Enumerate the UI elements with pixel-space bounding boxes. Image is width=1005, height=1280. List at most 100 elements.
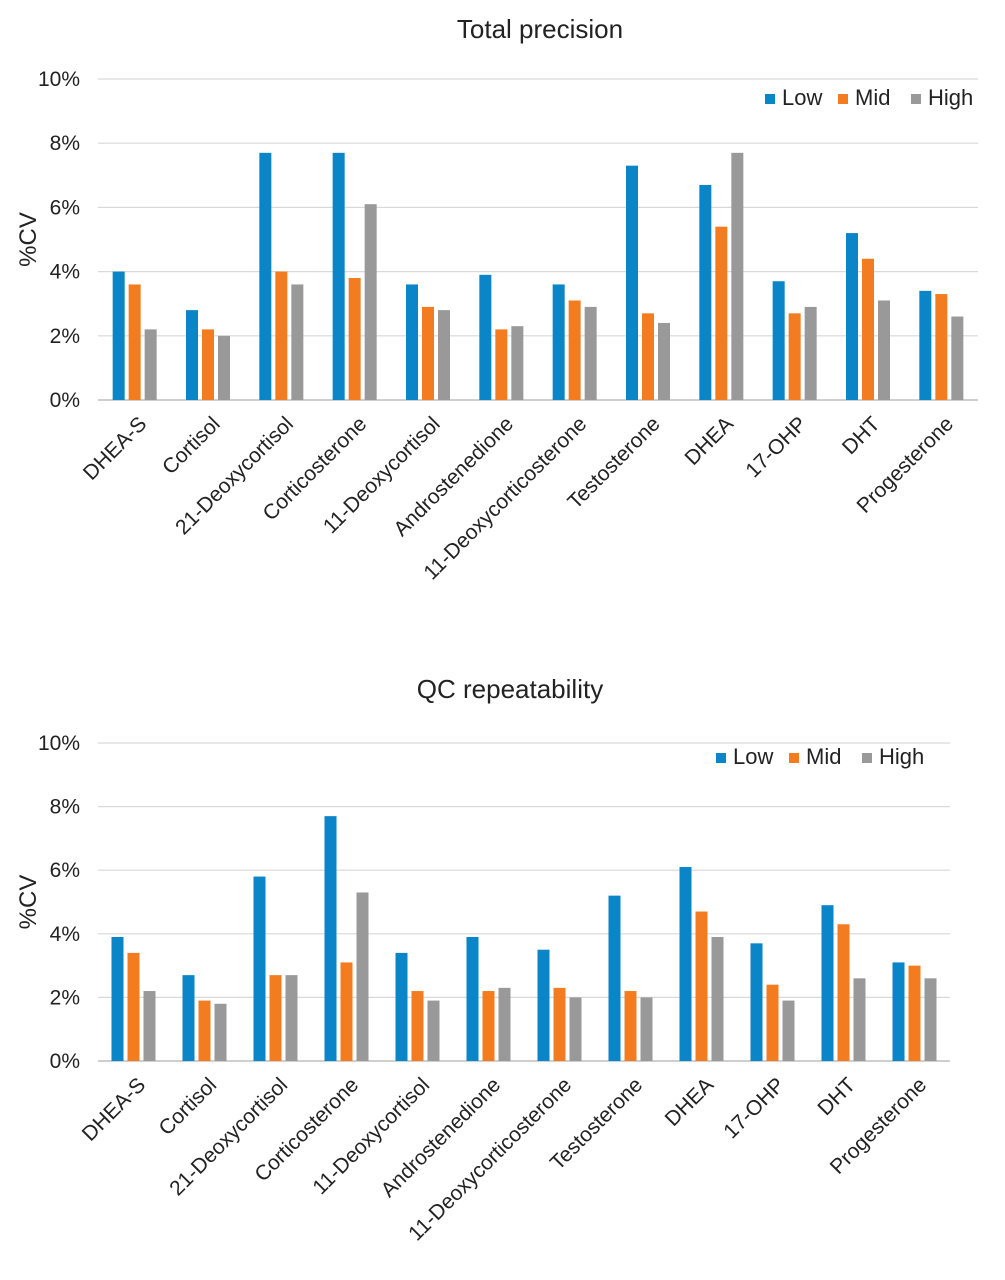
y-tick-label: 4% xyxy=(50,261,80,284)
legend: Low Mid High xyxy=(765,85,973,110)
bar-high-corticosterone xyxy=(356,892,369,1061)
legend-swatch-mid xyxy=(838,94,848,104)
bar-mid-11-deoxycorticosterone xyxy=(553,987,566,1061)
x-tick-label: 17-OHP xyxy=(741,412,811,482)
y-axis-label: %CV xyxy=(15,875,42,930)
bar-high-dhea-s xyxy=(144,329,157,400)
bar-low-testosterone xyxy=(608,895,621,1061)
bar-low-androstenedione xyxy=(479,274,492,400)
legend-label: Mid xyxy=(855,85,890,110)
bar-low-11-deoxycortisol xyxy=(395,952,408,1061)
bar-high-testosterone xyxy=(640,997,653,1061)
x-tick-label: 17-OHP xyxy=(719,1073,789,1143)
bar-low-11-deoxycortisol xyxy=(406,284,418,400)
bar-low-dhea-s xyxy=(112,271,125,400)
bar-mid-corticosterone xyxy=(348,278,361,400)
bar-mid-cortisol xyxy=(198,1000,211,1061)
x-tick-label: DHEA xyxy=(680,412,738,470)
bar-high-dhea xyxy=(731,152,744,400)
bar-mid-dhea-s xyxy=(127,952,140,1061)
bar-high-11-deoxycortisol xyxy=(438,310,450,400)
bar-mid-dhea-s xyxy=(128,284,141,400)
y-axis-label: %CV xyxy=(15,212,42,267)
x-tick-label: DHEA-S xyxy=(78,1073,150,1145)
legend-label: High xyxy=(928,85,973,110)
legend-label: Mid xyxy=(806,744,841,769)
bar-high-testosterone xyxy=(658,322,670,400)
bar-low-cortisol xyxy=(182,975,195,1061)
legend-label: Low xyxy=(733,744,773,769)
bar-low-androstenedione xyxy=(466,936,479,1061)
bar-high-androstenedione xyxy=(511,326,524,400)
bar-low-progesterone xyxy=(892,962,905,1061)
legend-swatch-high xyxy=(862,753,872,763)
x-tick-label: 21-Deoxycortisol xyxy=(165,1073,292,1200)
bar-low-17-ohp xyxy=(772,281,785,400)
bar-mid-corticosterone xyxy=(340,962,353,1061)
bar-high-progesterone xyxy=(924,978,937,1061)
bar-high-dht xyxy=(853,978,866,1061)
bar-high-21-deoxycortisol xyxy=(285,975,298,1061)
bar-low-cortisol xyxy=(186,310,198,400)
bar-high-androstenedione xyxy=(498,987,511,1061)
bar-high-11-deoxycortisol xyxy=(427,1000,440,1061)
bar-mid-21-deoxycortisol xyxy=(275,271,288,400)
bar-mid-17-ohp xyxy=(766,984,779,1061)
y-tick-label: 10% xyxy=(38,732,80,755)
bar-mid-progesterone xyxy=(908,965,921,1061)
legend-swatch-low xyxy=(765,94,775,104)
y-tick-label: 10% xyxy=(38,68,80,91)
legend-swatch-high xyxy=(911,94,921,104)
x-tick-label: Cortisol xyxy=(158,412,225,479)
bar-low-corticosterone xyxy=(324,816,337,1061)
bar-low-21-deoxycortisol xyxy=(253,876,266,1061)
x-tick-label: DHT xyxy=(838,412,885,459)
y-tick-label: 0% xyxy=(50,1050,80,1073)
bar-low-dhea-s xyxy=(111,936,124,1061)
y-tick-label: 6% xyxy=(50,859,80,882)
bar-mid-dhea xyxy=(715,226,728,400)
bar-low-17-ohp xyxy=(750,943,763,1061)
bar-mid-11-deoxycortisol xyxy=(422,306,434,400)
bar-high-cortisol xyxy=(214,1003,227,1061)
bar-low-testosterone xyxy=(626,165,638,400)
legend-label: Low xyxy=(782,85,822,110)
bar-mid-dht xyxy=(837,924,850,1061)
y-tick-label: 6% xyxy=(50,196,80,219)
bar-low-dhea xyxy=(679,867,692,1061)
bar-mid-21-deoxycortisol xyxy=(269,975,282,1061)
bar-mid-17-ohp xyxy=(788,313,801,400)
bar-low-dhea xyxy=(699,184,712,400)
bar-mid-androstenedione xyxy=(495,329,508,400)
chart-title: Total precision xyxy=(457,14,623,44)
bar-high-21-deoxycortisol xyxy=(291,284,304,400)
x-tick-label: DHEA xyxy=(661,1073,719,1131)
y-tick-label: 8% xyxy=(50,132,80,155)
bar-mid-androstenedione xyxy=(482,991,495,1061)
bar-low-progesterone xyxy=(919,290,932,400)
bar-high-17-ohp xyxy=(804,306,817,400)
bar-high-dht xyxy=(878,300,890,400)
y-tick-label: 0% xyxy=(50,389,80,412)
bar-high-11-deoxycorticosterone xyxy=(584,306,597,400)
bar-low-corticosterone xyxy=(332,152,345,400)
bar-mid-testosterone xyxy=(642,313,654,400)
bar-high-17-ohp xyxy=(782,1000,795,1061)
chart-1: Total precision %CV 0% 2% 4% 6% 8% 10% DHEA-S Cor… xyxy=(15,14,978,584)
bar-high-dhea-s xyxy=(143,991,156,1061)
bar-mid-11-deoxycortisol xyxy=(411,991,424,1061)
bar-low-11-deoxycorticosterone xyxy=(552,284,565,400)
legend: Low Mid High xyxy=(716,744,924,769)
chart-2: QC repeatability %CV 0% 2% 4% 6% 8% 10% DHEA-S Co… xyxy=(15,674,950,1245)
bar-low-dht xyxy=(846,233,858,400)
bar-high-progesterone xyxy=(951,316,964,400)
x-tick-label: DHEA-S xyxy=(79,412,151,484)
y-tick-label: 4% xyxy=(50,923,80,946)
bar-low-21-deoxycortisol xyxy=(259,152,272,400)
legend-swatch-mid xyxy=(789,753,799,763)
legend-label: High xyxy=(879,744,924,769)
bar-mid-dht xyxy=(862,258,874,400)
bar-low-11-deoxycorticosterone xyxy=(537,949,550,1061)
y-tick-label: 8% xyxy=(50,796,80,819)
y-tick-label: 2% xyxy=(50,325,80,348)
